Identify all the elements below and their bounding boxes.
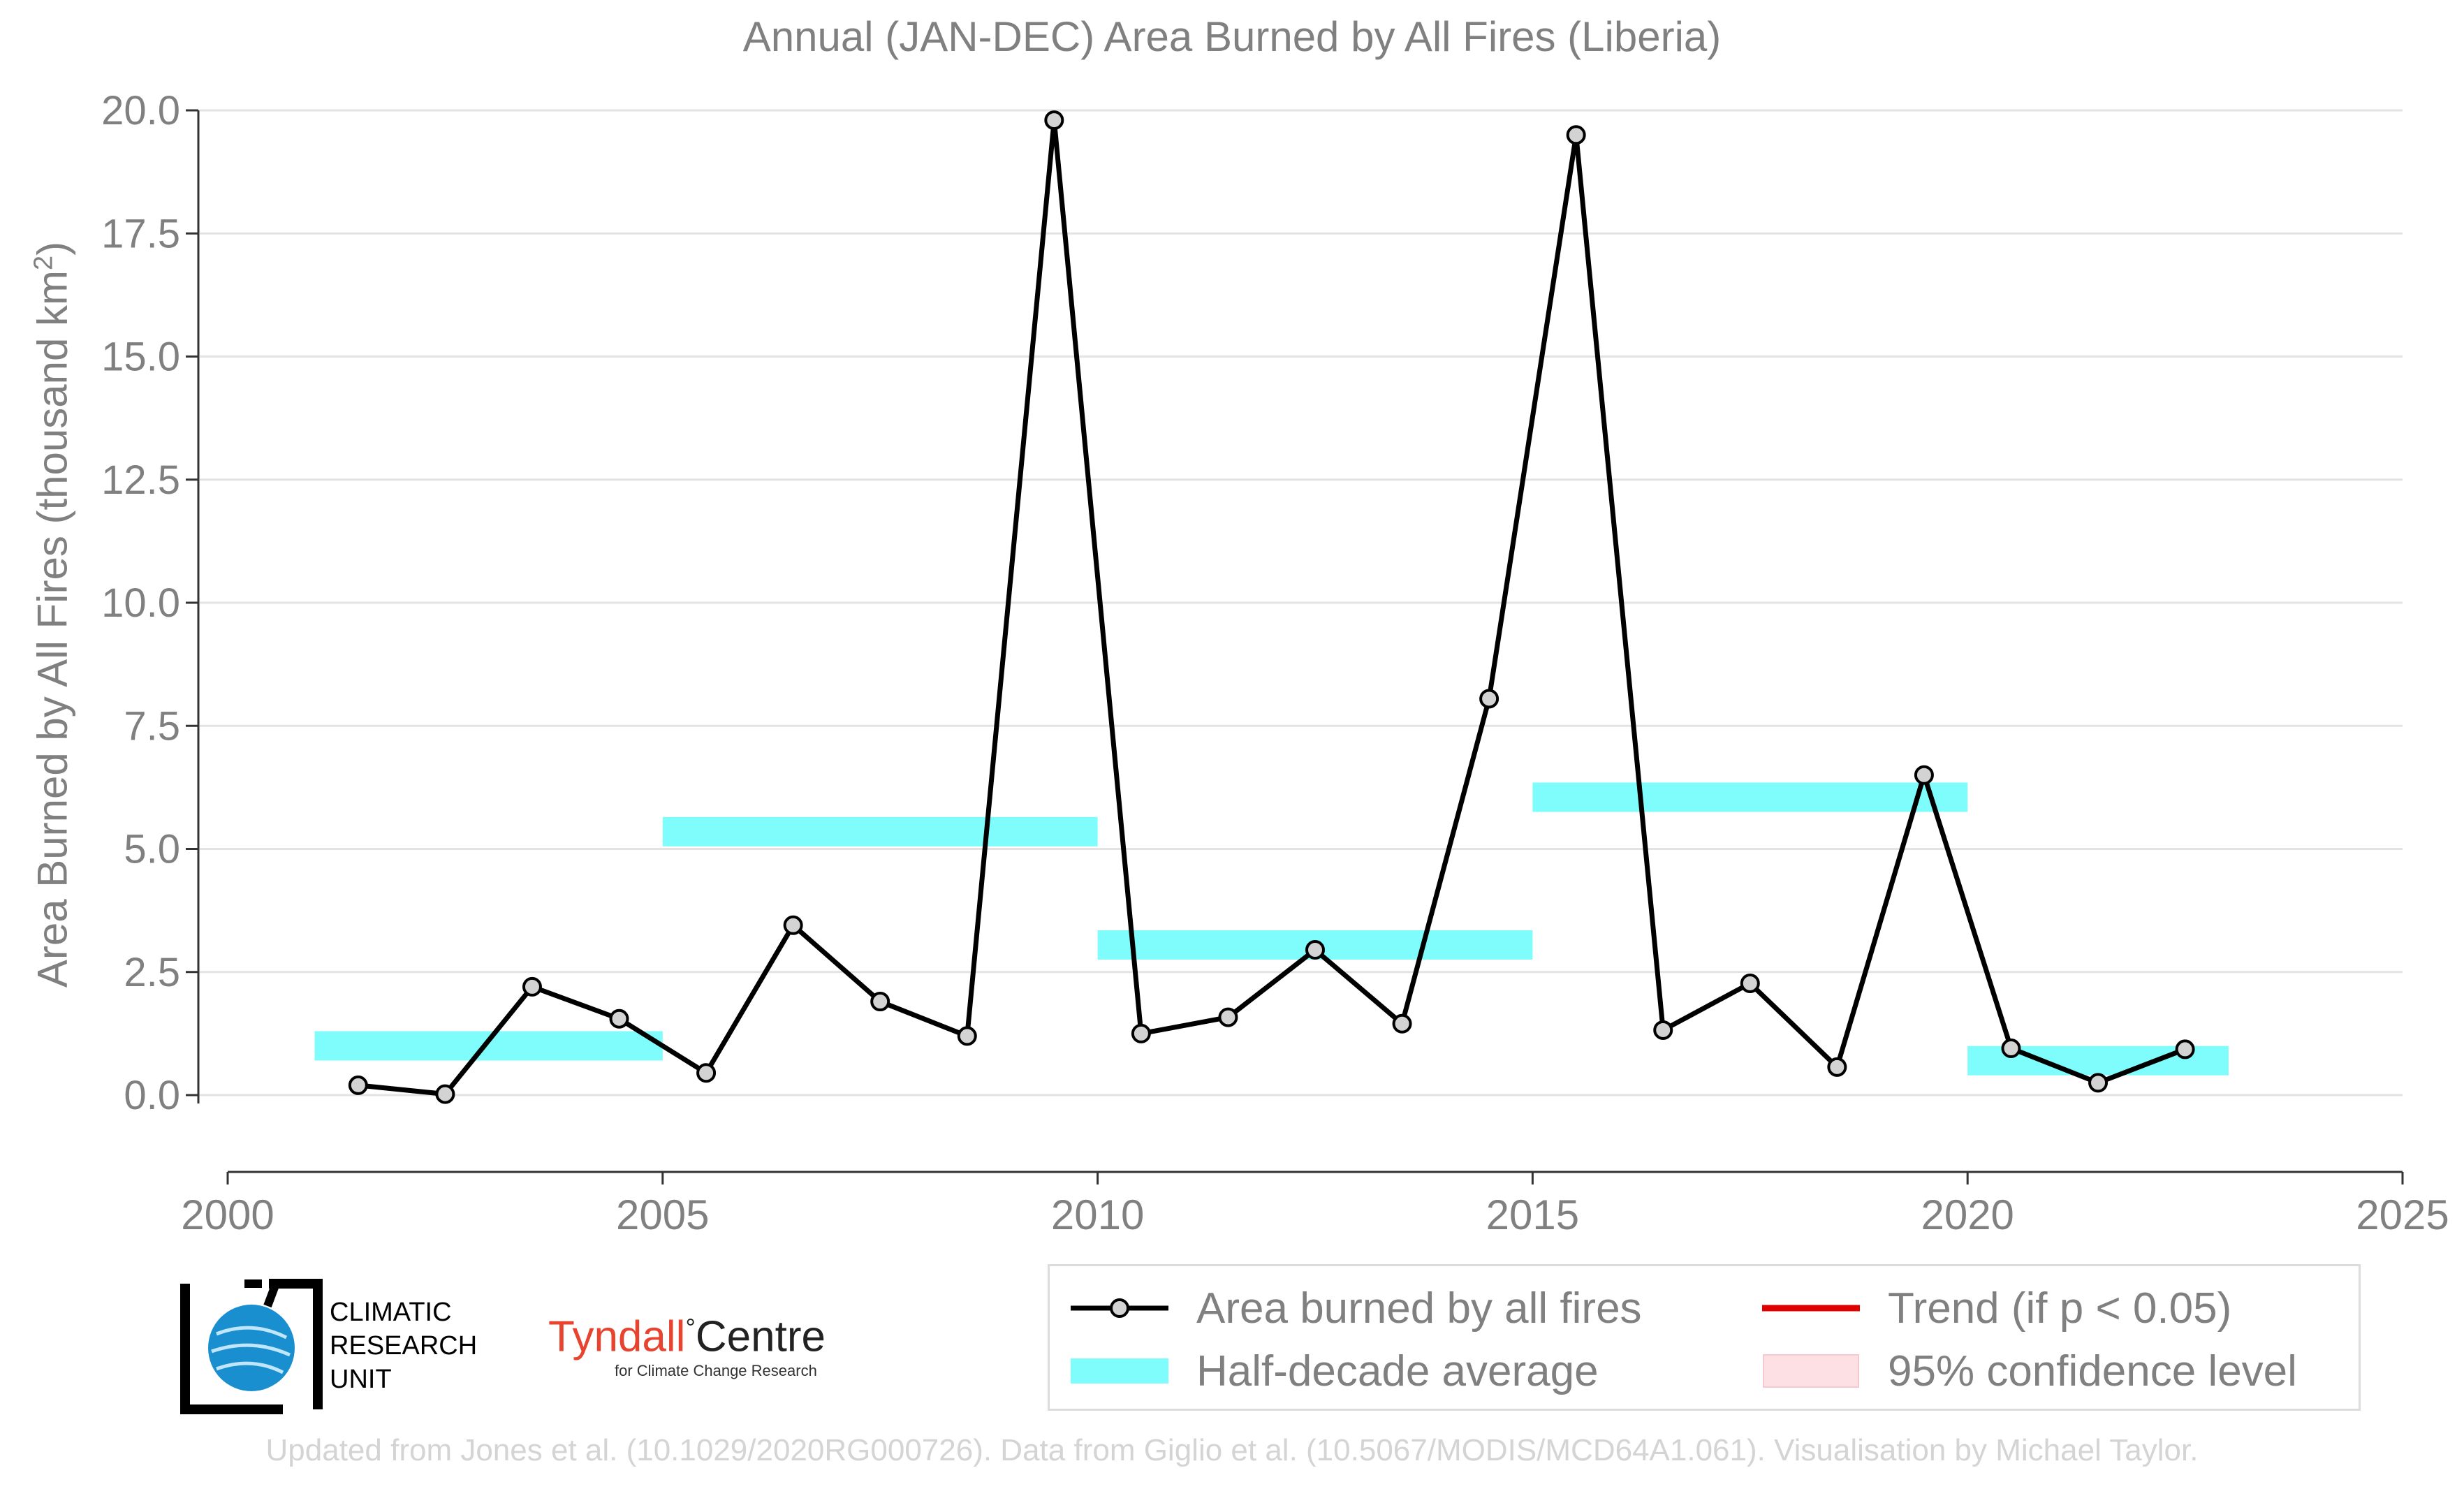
tyndall-name: Tyndall xyxy=(548,1312,686,1361)
data-point-18 xyxy=(1914,765,1934,785)
x-tick-label-5: 2025 xyxy=(2356,1191,2449,1238)
tyndall-subtitle: for Climate Change Research xyxy=(615,1361,817,1379)
y-tick-label-7: 17.5 xyxy=(101,211,180,256)
legend-band-icon xyxy=(1071,1358,1168,1384)
data-point-5 xyxy=(783,915,803,935)
x-tick-label-1: 2005 xyxy=(616,1191,709,1238)
legend-item-trend: Trend (if p < 0.05) xyxy=(1762,1277,2231,1340)
x-tick-label-2: 2010 xyxy=(1051,1191,1144,1238)
legend-trend-line-icon xyxy=(1762,1305,1860,1312)
data-point-2 xyxy=(522,976,542,997)
data-point-0 xyxy=(348,1075,368,1095)
series-area-burned xyxy=(348,110,2195,1104)
legend-confidence-patch-icon xyxy=(1763,1354,1859,1388)
legend: Area burned by all fires Trend (if p < 0… xyxy=(1048,1264,2361,1411)
credit-line: Updated from Jones et al. (10.1029/2020R… xyxy=(265,1433,2199,1467)
tick-labels: 0.0 2.5 5.0 7.5 10.0 12.5 15.0 17.5 20.0 2000 2005… xyxy=(101,88,2449,1238)
half-decade-band-1 xyxy=(662,816,1098,846)
cru-logo-text: CLIMATIC RESEARCH UNIT xyxy=(330,1296,477,1396)
cru-line-1: CLIMATIC xyxy=(330,1298,452,1327)
legend-label-half-decade: Half-decade average xyxy=(1196,1347,1599,1395)
legend-item-half-decade: Half-decade average xyxy=(1071,1340,1599,1402)
series-line-area-burned xyxy=(358,117,2186,1097)
data-point-9 xyxy=(1131,1023,1151,1043)
legend-label-trend: Trend (if p < 0.05) xyxy=(1888,1284,2232,1333)
tyndall-centre: Centre xyxy=(695,1312,826,1361)
data-point-15 xyxy=(1653,1020,1673,1040)
grid-lines xyxy=(200,109,2403,1096)
data-point-17 xyxy=(1827,1057,1847,1077)
legend-item-confidence: 95% confidence level xyxy=(1762,1340,2297,1402)
legend-label-confidence: 95% confidence level xyxy=(1888,1347,2297,1395)
data-point-16 xyxy=(1740,973,1760,993)
y-tick-label-2: 5.0 xyxy=(124,827,180,872)
data-point-12 xyxy=(1392,1013,1412,1034)
data-point-20 xyxy=(2088,1073,2109,1093)
data-point-3 xyxy=(609,1008,629,1029)
tyndall-logo: Tyndall°Centre for Climate Change Resear… xyxy=(548,1306,826,1380)
data-point-6 xyxy=(870,992,890,1012)
y-tick-label-3: 7.5 xyxy=(124,703,180,749)
data-point-4 xyxy=(696,1063,717,1083)
x-tick-label-4: 2020 xyxy=(1921,1191,2014,1238)
data-point-1 xyxy=(435,1084,455,1104)
y-tick-label-0: 0.0 xyxy=(124,1073,180,1118)
data-point-14 xyxy=(1566,125,1586,145)
data-point-7 xyxy=(957,1026,977,1046)
cru-logo xyxy=(180,1279,323,1414)
data-point-10 xyxy=(1218,1007,1238,1027)
cru-line-3: UNIT xyxy=(330,1365,392,1394)
legend-item-area-burned: Area burned by all fires xyxy=(1071,1277,1642,1340)
area-burned-chart: 0.0 2.5 5.0 7.5 10.0 12.5 15.0 17.5 20.0 2000 2005… xyxy=(101,88,2449,1238)
data-point-19 xyxy=(2001,1039,2021,1059)
legend-line-marker-icon xyxy=(1071,1298,1168,1318)
data-point-13 xyxy=(1479,689,1499,709)
legend-label-area-burned: Area burned by all fires xyxy=(1196,1284,1642,1333)
cru-line-2: RESEARCH xyxy=(330,1331,478,1360)
x-tick-label-0: 2000 xyxy=(181,1191,274,1238)
half-decade-band-0 xyxy=(314,1031,663,1061)
y-tick-label-6: 15.0 xyxy=(101,335,180,380)
y-tick-label-4: 10.0 xyxy=(101,580,180,626)
x-tick-label-3: 2015 xyxy=(1486,1191,1579,1238)
y-tick-label-5: 12.5 xyxy=(101,457,180,503)
axes xyxy=(186,109,2404,1184)
half-decade-bands xyxy=(314,782,2229,1076)
y-tick-label-1: 2.5 xyxy=(124,950,180,995)
tyndall-degree: ° xyxy=(685,1313,696,1342)
data-point-8 xyxy=(1044,110,1064,131)
y-tick-label-8: 20.0 xyxy=(101,88,180,133)
data-point-11 xyxy=(1305,940,1325,960)
data-point-21 xyxy=(2175,1039,2195,1059)
half-decade-band-3 xyxy=(1532,782,1968,812)
chart-title: Annual (JAN-DEC) Area Burned by All Fire… xyxy=(742,13,1722,60)
